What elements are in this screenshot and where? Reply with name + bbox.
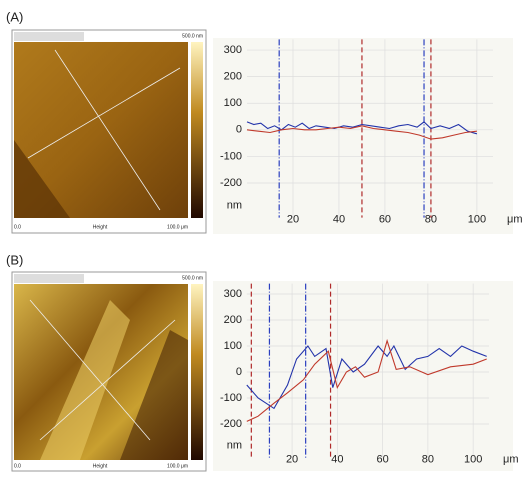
data-line [246,125,477,140]
x-tick-label: 80 [425,214,437,226]
x-tick-label: 20 [286,454,298,466]
data-line [246,344,487,410]
shade [14,140,70,218]
y-tick-label: -200 [220,418,242,430]
x-start: 0.0 [14,463,21,469]
toolbar [14,274,84,283]
afm-image-b: 500.0 nm 0.0 Height 100.0 μm [11,271,207,472]
panel-label: (A) [6,9,23,24]
profile-line [54,49,161,211]
y-tick-label: 300 [224,44,242,56]
y-tick-label: 200 [224,71,242,83]
x-start: 0.0 [14,224,21,230]
x-unit: μm [503,454,519,466]
y-tick-label: 0 [236,124,242,136]
x-end: 100.0 μm [167,224,188,230]
color-bar [191,284,203,460]
scale-top: 500.0 nm [182,33,203,39]
x-tick-label: 20 [287,214,299,226]
panel-label: (B) [6,252,23,267]
shade [120,330,188,460]
y-tick-label: 0 [236,366,242,378]
x-label: Height [93,224,108,230]
afm-image-a: 500.0 nm 0.0 Height 100.0 μm [11,29,207,234]
y-tick-label: 300 [224,288,242,300]
x-tick-label: 40 [333,214,345,226]
x-tick-label: 100 [468,214,486,226]
y-tick-label: 100 [224,340,242,352]
y-tick-label: 100 [224,97,242,109]
x-tick-label: 80 [422,454,434,466]
x-tick-label: 60 [376,454,388,466]
scale-top: 500.0 nm [182,275,203,281]
chart-bg [213,38,513,234]
x-tick-label: 40 [331,454,343,466]
profile-line [29,299,151,441]
x-tick-label: 60 [379,214,391,226]
profile-line [27,67,181,159]
profile-line [39,319,176,441]
x-end: 100.0 μm [167,463,188,469]
y-tick-label: -100 [220,150,242,162]
x-tick-label: 100 [464,454,482,466]
y-tick-label: 200 [224,314,242,326]
x-label: Height [93,463,108,469]
color-bar [191,42,203,218]
y-tick-label: -200 [220,177,242,189]
y-tick-label: -100 [220,392,242,404]
y-unit: nm [227,440,242,452]
toolbar [14,32,84,41]
x-unit: μm [507,214,523,226]
data-line [246,121,478,135]
data-line [246,338,487,422]
y-unit: nm [227,200,242,212]
